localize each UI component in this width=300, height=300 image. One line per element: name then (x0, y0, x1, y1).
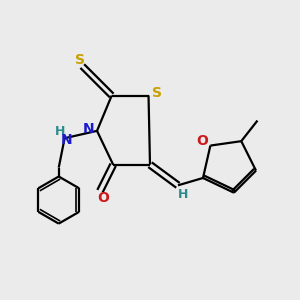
Text: N: N (83, 122, 94, 136)
Text: O: O (97, 191, 109, 205)
Text: H: H (55, 125, 65, 138)
Text: H: H (178, 188, 188, 201)
Text: N: N (60, 133, 72, 147)
Text: S: S (152, 86, 162, 100)
Text: S: S (75, 53, 85, 67)
Text: O: O (196, 134, 208, 148)
